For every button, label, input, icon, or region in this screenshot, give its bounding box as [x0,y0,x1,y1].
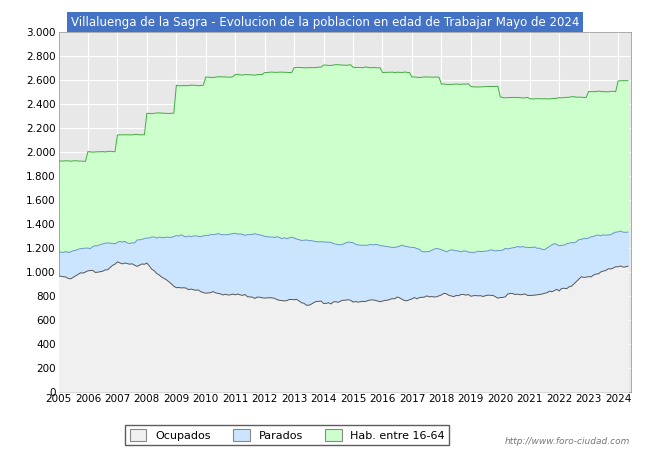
Text: http://www.foro-ciudad.com: http://www.foro-ciudad.com [505,436,630,446]
Text: Villaluenga de la Sagra - Evolucion de la poblacion en edad de Trabajar Mayo de : Villaluenga de la Sagra - Evolucion de l… [71,16,579,29]
Legend: Ocupados, Parados, Hab. entre 16-64: Ocupados, Parados, Hab. entre 16-64 [125,425,450,446]
